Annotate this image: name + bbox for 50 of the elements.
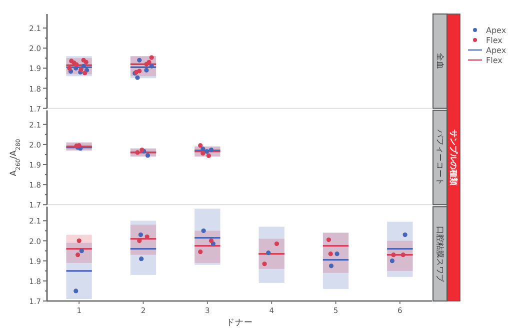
point: [149, 55, 154, 60]
point: [79, 248, 84, 254]
point: [208, 238, 214, 244]
point: [137, 58, 142, 62]
text: サンプルの種類: [449, 130, 458, 186]
point: [81, 64, 86, 68]
point: [201, 228, 206, 234]
point: [328, 252, 333, 256]
point: [326, 237, 331, 242]
point: [198, 143, 203, 148]
point: [76, 238, 82, 244]
text: 全血: [436, 53, 444, 70]
point: [204, 149, 210, 154]
point: [74, 66, 78, 70]
point: [262, 262, 267, 266]
point: [145, 153, 150, 158]
point: [390, 258, 395, 264]
legend-label: Flex: [486, 56, 503, 65]
point: [198, 250, 203, 254]
point: [391, 252, 396, 258]
point: [206, 153, 211, 158]
text: バフィーコート: [436, 128, 444, 186]
point: [67, 66, 72, 70]
point: [402, 232, 408, 238]
point: [135, 75, 140, 80]
point: [74, 288, 78, 294]
point: [266, 250, 271, 256]
point: [328, 264, 334, 268]
text: 口腔粘膜スワブ: [436, 226, 444, 283]
point: [149, 64, 154, 68]
point: [138, 232, 143, 238]
point: [78, 67, 84, 72]
point: [144, 68, 149, 72]
legend-label: Apex: [486, 26, 506, 35]
point: [74, 62, 79, 67]
point: [76, 252, 80, 258]
point: [135, 150, 140, 155]
point: [200, 150, 206, 156]
legend-label: Flex: [486, 36, 503, 45]
point: [274, 242, 280, 246]
point: [139, 256, 144, 262]
x-axis-title: ドナー: [226, 318, 253, 328]
point: [400, 252, 406, 258]
point: [208, 148, 214, 152]
point: [84, 60, 88, 64]
point: [200, 146, 206, 152]
point: [334, 252, 340, 256]
point: [82, 70, 88, 76]
legend-label: Apex: [486, 46, 506, 55]
point: [144, 62, 149, 66]
